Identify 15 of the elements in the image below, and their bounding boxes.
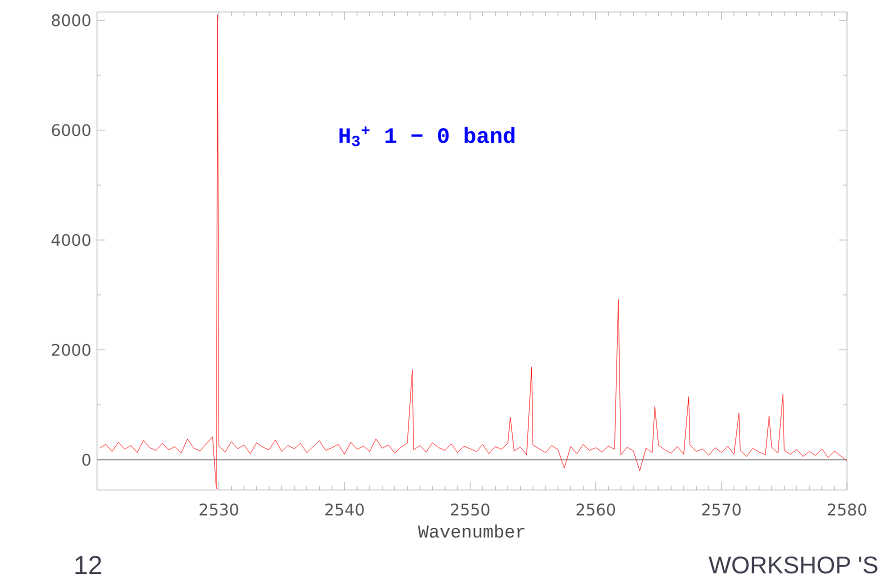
text: 12 — [76, 556, 102, 574]
x-tick-label: 2550 — [450, 504, 490, 516]
y-tick-label: 8000 — [52, 14, 90, 26]
x-tick-label: 2530 — [200, 504, 238, 516]
y-tick-label: 2000 — [52, 344, 90, 356]
x-tick-label: 2540 — [325, 504, 364, 516]
x-tick-label: 2560 — [576, 504, 616, 516]
annotation: H$_{3}$$^{+}$ 1 − 0 band — [340, 126, 514, 146]
x-axis-title: Wavenumber — [418, 524, 524, 538]
x-tick-label: 2570 — [702, 504, 741, 516]
x-tick-label: 2580 — [828, 504, 866, 516]
y-tick-label: 0 — [82, 454, 90, 466]
y-tick-label: 4000 — [52, 234, 90, 246]
text: WORKSHOP 'S — [708, 556, 878, 574]
y-tick-label: 6000 — [52, 124, 90, 136]
